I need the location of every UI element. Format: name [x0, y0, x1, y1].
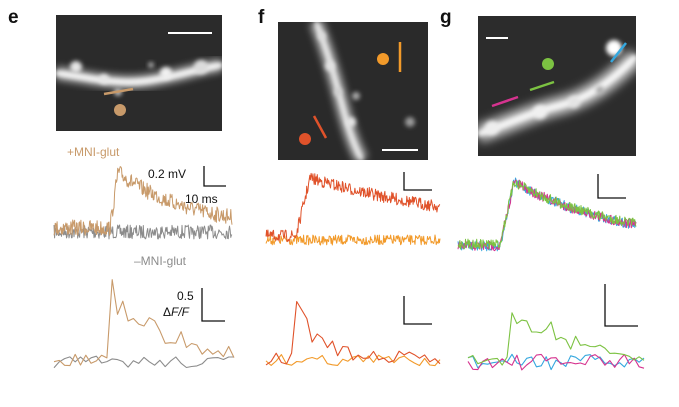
- uncaging-spot-marker: [114, 104, 126, 116]
- trace-f-ephys-light: [265, 234, 441, 246]
- micrograph-f-image: [278, 22, 428, 160]
- panel-letter-f: f: [258, 7, 265, 28]
- trace-g-dff-green: [467, 312, 645, 366]
- scale-label-dff-unit: ΔF/F: [163, 306, 189, 318]
- trace-g-ephys-green: [457, 180, 637, 250]
- trace-f-dff-dark: [265, 300, 441, 366]
- uncaging-spot-marker: [377, 53, 389, 65]
- scale-bar-e-dff: [201, 288, 225, 322]
- linescan-bar: [312, 115, 328, 139]
- label-plus-mni-glut: +MNI-glut: [67, 145, 120, 159]
- trace-e-dff-minus: [53, 355, 234, 369]
- trace-e-ephys-plus: [53, 166, 233, 236]
- uncaging-spot-marker: [542, 58, 554, 70]
- scale-label-voltage: 0.2 mV: [148, 167, 187, 181]
- micrograph-g-image: [478, 16, 636, 156]
- linescan-bar: [529, 80, 555, 92]
- trace-e-dff-plus: [53, 279, 235, 367]
- micrograph-e-image: [56, 15, 222, 131]
- trace-g-dff-magenta: [467, 353, 645, 371]
- panel-letter-g: g: [440, 7, 452, 28]
- panel-letter-e: e: [8, 7, 19, 28]
- traces-group: [53, 166, 645, 371]
- trace-e-ephys-minus: [53, 224, 233, 240]
- scale-bar-g-ephys: [597, 174, 626, 199]
- micrograph-e: [56, 15, 222, 131]
- micrograph-g: [478, 16, 636, 156]
- scale-bar-g-dff: [604, 284, 638, 327]
- trace-g-dff-blue: [467, 353, 645, 371]
- trace-g-ephys-magenta: [457, 179, 637, 252]
- scale-label-time: 10 ms: [185, 192, 218, 206]
- uncaging-spot-marker: [299, 133, 311, 145]
- trace-f-dff-light: [265, 354, 441, 367]
- scale-label-dff-value: 0.5: [177, 289, 194, 303]
- trace-f-ephys-dark: [265, 172, 441, 243]
- scale-bar-f-ephys: [403, 172, 432, 191]
- scale-bar-f-dff: [403, 296, 432, 325]
- linescan-bar: [491, 95, 519, 108]
- micrograph-f: [278, 22, 428, 160]
- label-minus-mni-glut: –MNI-glut: [134, 254, 187, 268]
- trace-g-ephys-blue: [457, 177, 636, 252]
- dff-ratio: F/F: [171, 305, 190, 319]
- dff-delta: Δ: [163, 305, 172, 319]
- scale-bar-e-ephys: [203, 166, 226, 187]
- linescan-bar: [610, 42, 627, 63]
- linescan-bar: [103, 87, 134, 96]
